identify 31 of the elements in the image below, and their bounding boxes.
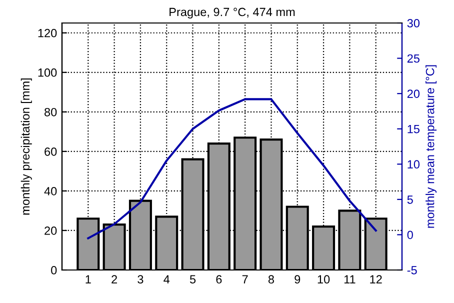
- y2-tick-label: 15: [408, 125, 420, 134]
- y-tick-label: 60: [44, 147, 57, 156]
- x-tick-label: 5: [190, 275, 196, 284]
- y2-tick-label: -5: [407, 266, 417, 274]
- x-tick-label: 10: [318, 275, 330, 284]
- y2-tick-label: 10: [408, 160, 420, 169]
- y2-tick-label: 25: [407, 54, 420, 63]
- x-tick-label: 3: [138, 275, 144, 284]
- y2-tick-label: 5: [407, 196, 413, 204]
- y-tick-label: 100: [38, 68, 57, 77]
- y-tick-label: 80: [44, 108, 57, 116]
- x-tick-label: 9: [294, 275, 300, 284]
- x-tick-label: 11: [344, 275, 356, 284]
- y2-tick-label: 30: [407, 19, 420, 28]
- x-tick-label: 1: [86, 275, 91, 284]
- x-tick-label: 8: [268, 275, 274, 284]
- y-axis-title: monthly precipitation [mm]: [20, 78, 32, 215]
- x-tick-label: 2: [112, 275, 117, 284]
- chart-title: Prague, 9.7 °C, 474 mm: [170, 8, 295, 19]
- y-tick-label: 20: [44, 226, 57, 235]
- x-tick-label: 6: [216, 275, 222, 284]
- y-tick-label: 120: [38, 28, 57, 38]
- y-tick-label: 0: [51, 266, 57, 274]
- x-tick-label: 12: [370, 275, 382, 284]
- x-tick-label: 7: [242, 275, 248, 284]
- y-tick-label: 40: [44, 186, 57, 196]
- y2-tick-label: 20: [407, 90, 420, 98]
- y2-axis-title: monthly mean temperature [°C]: [426, 65, 437, 228]
- y2-tick-label: 0: [407, 230, 413, 240]
- line-series: [87, 98, 377, 240]
- x-tick-label: 4: [164, 275, 170, 284]
